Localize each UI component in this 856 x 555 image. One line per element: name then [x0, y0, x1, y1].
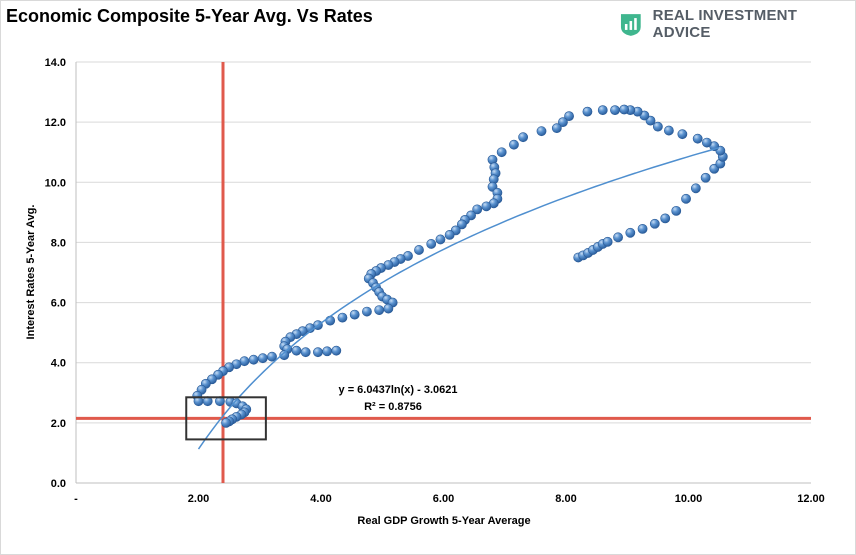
data-point	[221, 417, 231, 428]
data-point	[374, 305, 385, 315]
data-point	[472, 204, 483, 215]
data-point	[551, 123, 562, 134]
data-point	[652, 121, 663, 132]
data-point	[664, 125, 674, 136]
data-point	[536, 126, 547, 137]
data-point	[610, 105, 620, 116]
x-axis-title: Real GDP Growth 5-Year Average	[357, 515, 530, 527]
data-point	[481, 201, 492, 212]
data-point	[426, 239, 437, 249]
data-point	[558, 117, 568, 128]
trendline	[197, 146, 720, 450]
y-tick-label: 14.0	[45, 57, 66, 69]
data-point	[681, 193, 691, 204]
data-point	[597, 105, 608, 116]
x-tick-label: 10.00	[675, 493, 703, 505]
data-point	[613, 232, 623, 243]
y-axis-title: Interest Rates 5-Year Avg.	[25, 205, 37, 340]
x-tick-label: 6.00	[433, 493, 454, 505]
trendline-equation: y = 6.0437ln(x) - 3.0621	[339, 384, 458, 396]
y-tick-label: 10.0	[45, 177, 66, 189]
data-point	[564, 111, 574, 122]
data-point	[649, 218, 660, 229]
data-point	[248, 354, 259, 365]
tick-labels: 0.0 2.0 4.0 6.0 8.0 10.0 12.0 14.0 - 2.00 4.00 6.00…	[45, 57, 825, 505]
data-point	[509, 139, 519, 150]
y-tick-label: 12.0	[45, 117, 66, 129]
data-point	[625, 227, 636, 238]
y-tick-label: 2.0	[51, 418, 66, 430]
x-tick-label: 4.00	[310, 493, 331, 505]
data-point	[692, 133, 703, 144]
x-tick-label: 12.00	[797, 493, 825, 505]
y-tick-label: 4.0	[51, 358, 66, 370]
data-point	[313, 347, 323, 358]
data-point	[660, 213, 671, 224]
data-point	[456, 219, 467, 230]
highlight-box	[185, 396, 267, 441]
data-point	[690, 183, 701, 194]
x-tick-label: -	[74, 493, 78, 505]
trendline-curve	[197, 146, 720, 450]
data-point	[337, 312, 348, 323]
data-point	[291, 345, 302, 356]
data-point	[496, 147, 507, 158]
data-point	[362, 306, 372, 317]
x-tick-label: 8.00	[555, 493, 576, 505]
data-point	[414, 245, 424, 255]
data-point	[637, 223, 648, 234]
chart-title: Economic Composite 5-Year Avg. Vs Rates	[6, 6, 373, 26]
axes	[75, 62, 811, 484]
data-point	[383, 303, 394, 314]
bar-chart-shield-icon	[620, 14, 641, 36]
data-points	[192, 104, 728, 428]
data-point	[349, 309, 360, 320]
brand-logo: REAL INVESTMENT ADVICE	[618, 7, 856, 41]
data-point	[300, 347, 311, 358]
data-point	[331, 345, 342, 356]
reference-lines	[76, 62, 811, 483]
highlight-box-group	[185, 396, 267, 441]
brand-name: REAL INVESTMENT ADVICE	[652, 7, 798, 41]
data-point	[671, 205, 682, 216]
data-point	[701, 137, 712, 148]
data-point	[700, 172, 711, 183]
data-point	[602, 236, 613, 247]
gridlines	[76, 61, 811, 424]
y-tick-label: 8.0	[51, 237, 66, 249]
data-point	[279, 350, 290, 361]
data-point	[677, 129, 688, 140]
y-tick-label: 6.0	[51, 298, 66, 310]
data-point	[518, 132, 529, 143]
data-point	[619, 104, 630, 115]
data-point	[257, 353, 268, 364]
x-tick-label: 2.00	[188, 493, 209, 505]
trendline-r-squared: R² = 0.8756	[364, 401, 422, 413]
data-point	[325, 315, 336, 326]
data-point	[322, 346, 333, 357]
data-point	[582, 106, 593, 117]
y-tick-label: 0.0	[51, 478, 66, 490]
data-point	[435, 234, 446, 245]
data-point	[444, 230, 455, 240]
